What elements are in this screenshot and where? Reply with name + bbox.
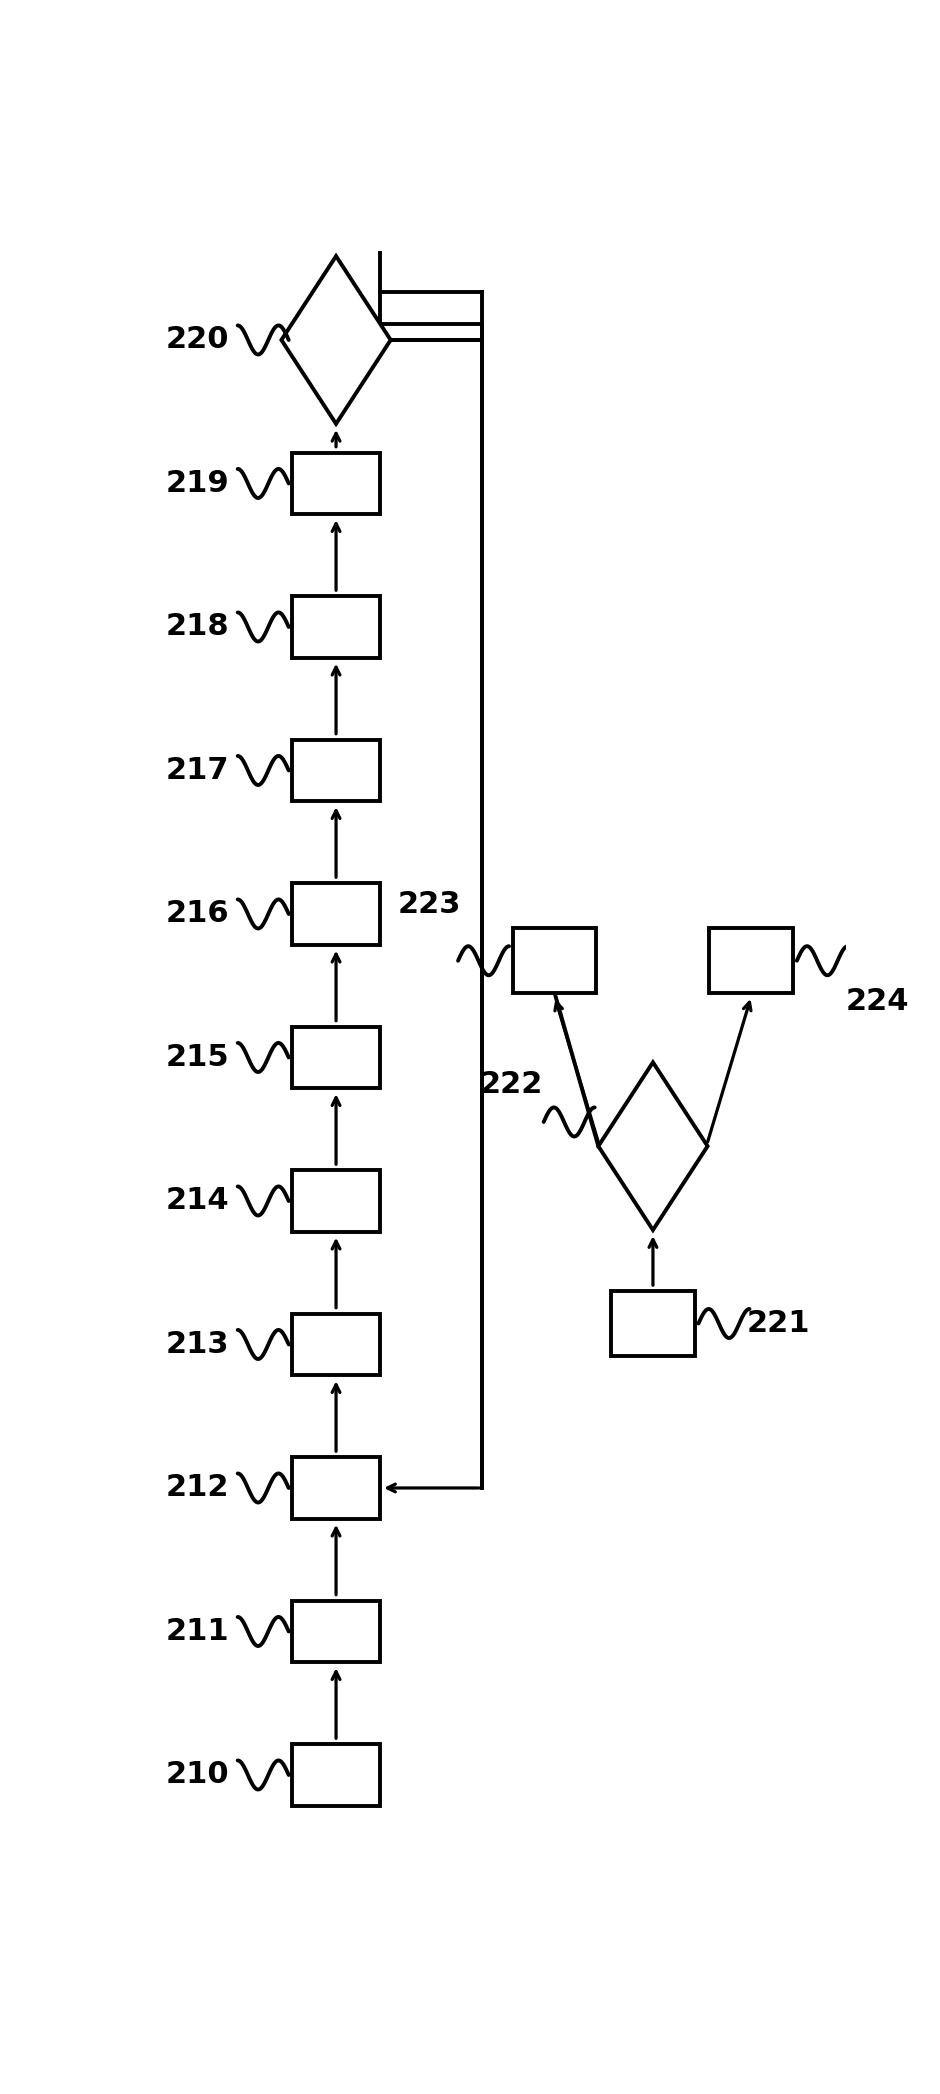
Bar <box>292 1313 380 1376</box>
Text: 212: 212 <box>165 1474 229 1503</box>
Text: 211: 211 <box>165 1617 229 1646</box>
Bar <box>512 928 597 993</box>
Text: 213: 213 <box>165 1330 229 1359</box>
Bar <box>292 1457 380 1518</box>
Text: 210: 210 <box>165 1761 229 1790</box>
Text: 221: 221 <box>747 1309 810 1338</box>
Polygon shape <box>281 255 391 423</box>
Text: 223: 223 <box>398 890 461 919</box>
Bar <box>611 1292 695 1355</box>
Text: 216: 216 <box>165 900 229 928</box>
Bar <box>292 1744 380 1805</box>
Text: 218: 218 <box>165 611 229 641</box>
Bar <box>292 884 380 944</box>
Bar <box>292 1600 380 1663</box>
Text: 220: 220 <box>165 325 229 354</box>
Bar <box>292 1026 380 1089</box>
Polygon shape <box>598 1062 708 1229</box>
Text: 214: 214 <box>165 1187 229 1215</box>
Text: 222: 222 <box>479 1070 542 1099</box>
Bar <box>710 928 793 993</box>
Text: 224: 224 <box>845 986 909 1016</box>
Text: 215: 215 <box>165 1043 229 1072</box>
Text: 219: 219 <box>165 469 229 498</box>
Bar <box>292 597 380 658</box>
Text: 217: 217 <box>165 756 229 785</box>
Bar <box>292 452 380 515</box>
Bar <box>292 1171 380 1231</box>
Bar <box>292 739 380 802</box>
